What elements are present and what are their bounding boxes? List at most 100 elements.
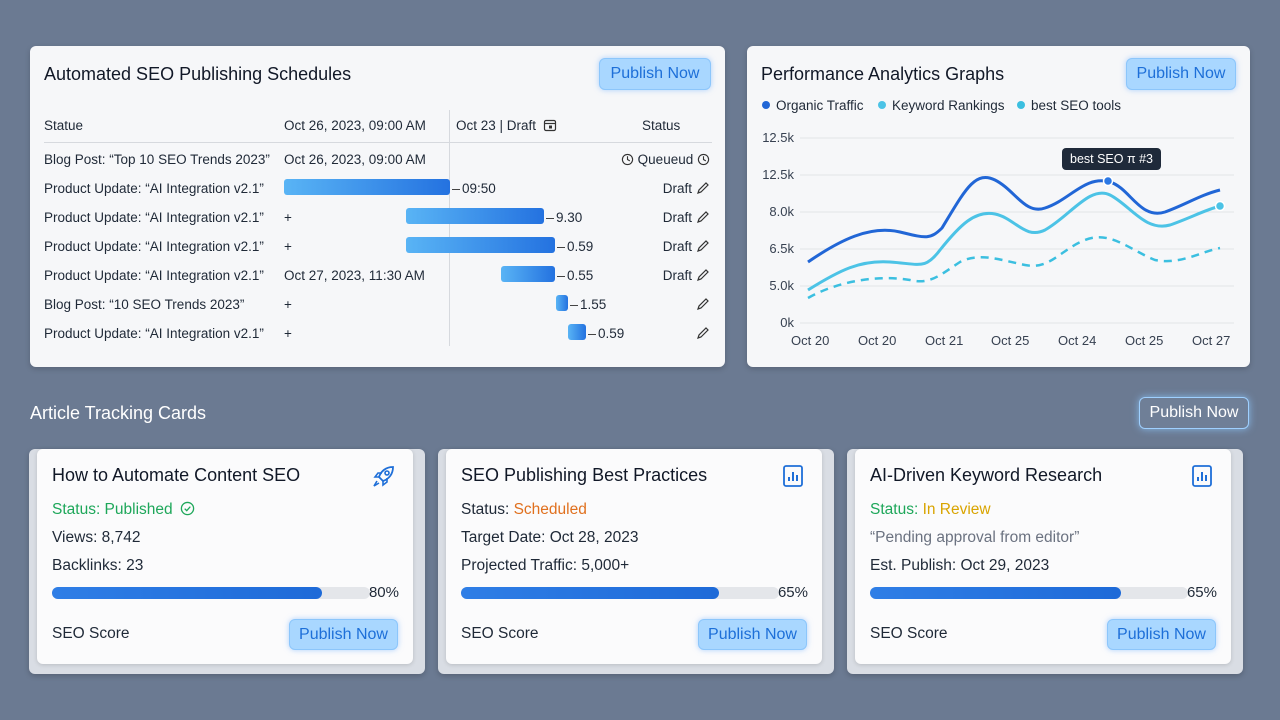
row-title: Blog Post: “Top 10 SEO Trends 2023” [44, 152, 270, 167]
table-row[interactable]: Blog Post: “10 SEO Trends 2023” + 1.55 [30, 291, 726, 319]
highlight-point[interactable] [1102, 175, 1114, 187]
article-card-wrap: How to Automate Content SEO Status: Publ… [29, 449, 425, 674]
schedule-bar[interactable] [284, 179, 450, 195]
seo-percent: 80% [368, 584, 399, 601]
check-circle-icon [180, 501, 195, 516]
row-title: Product Update: “AI Integration v2.1” [44, 326, 264, 341]
highlight-point[interactable] [1214, 200, 1226, 212]
y-tick-label: 12.5k [762, 130, 794, 145]
y-tick-label: 6.5k [769, 241, 794, 256]
calendar-icon [543, 119, 556, 132]
header-divider [44, 142, 712, 143]
analytics-publish-button[interactable]: Publish Now [1126, 58, 1236, 90]
status-value: Scheduled [513, 501, 587, 518]
legend-dot [1017, 101, 1025, 109]
bar-value: 0.59 [557, 239, 593, 254]
card-title: AI-Driven Keyword Research [870, 465, 1103, 485]
status-value: In Review [922, 501, 991, 518]
schedules-panel: Automated SEO Publishing Schedules Publi… [30, 46, 725, 367]
article-card[interactable]: AI-Driven Keyword Research Status: In Re… [855, 449, 1231, 664]
row-status: Draft [663, 268, 710, 283]
row-date: + [284, 326, 292, 341]
bar-value: 09:50 [452, 181, 496, 196]
section-title: Article Tracking Cards [30, 403, 207, 423]
x-tick-label: Oct 20 [791, 333, 830, 348]
table-row[interactable]: Product Update: “AI Integration v2.1” + … [30, 204, 726, 232]
pencil-icon[interactable] [696, 239, 710, 253]
legend-dot [878, 101, 886, 109]
pencil-icon[interactable] [696, 210, 710, 224]
table-row[interactable]: Product Update: “AI Integration v2.1” Oc… [30, 262, 726, 290]
seo-progress-bar [870, 587, 1188, 599]
schedule-bar[interactable] [501, 266, 555, 282]
report-icon [783, 465, 803, 487]
seo-score-label: SEO Score [52, 625, 130, 642]
row-date: Oct 26, 2023, 09:00 AM [284, 152, 426, 167]
schedule-bar[interactable] [406, 208, 544, 224]
pencil-icon[interactable] [696, 326, 710, 340]
table-header: Statue Oct 26, 2023, 09:00 AM Oct 23 | D… [30, 118, 725, 142]
x-tick-label: Oct 27 [1192, 333, 1231, 348]
seo-score-label: SEO Score [461, 625, 539, 642]
card-title: How to Automate Content SEO [52, 465, 301, 485]
seo-progress-bar [52, 587, 370, 599]
section-publish-button[interactable]: Publish Now [1139, 397, 1249, 429]
card-publish-button[interactable]: Publish Now [1107, 619, 1216, 650]
article-card[interactable]: SEO Publishing Best Practices Status: Sc… [446, 449, 822, 664]
card-backlinks: Backlinks: 23 [52, 557, 144, 574]
series-keyword-rankings [807, 191, 1221, 292]
chart-tooltip: best SEO π #3 [1062, 148, 1161, 170]
row-date: + [284, 297, 292, 312]
x-tick-label: Oct 21 [925, 333, 964, 348]
legend-keyword: Keyword Rankings [878, 98, 1005, 113]
table-row[interactable]: Product Update: “AI Integration v2.1” + … [30, 233, 726, 261]
article-card-wrap: AI-Driven Keyword Research Status: In Re… [847, 449, 1243, 674]
y-tick-label: 12.5k [762, 167, 794, 182]
schedule-bar[interactable] [556, 295, 568, 311]
pencil-icon[interactable] [696, 268, 710, 282]
card-note: “Pending approval from editor” [870, 529, 1080, 546]
seo-progress-bar [461, 587, 779, 599]
schedule-bar[interactable] [406, 237, 555, 253]
card-projected-traffic: Projected Traffic: 5,000+ [461, 557, 630, 574]
table-row[interactable]: Blog Post: “Top 10 SEO Trends 2023” Oct … [30, 146, 726, 174]
header-draft: Oct 23 | Draft [456, 118, 557, 133]
series-organic-traffic [807, 176, 1221, 264]
header-date: Oct 26, 2023, 09:00 AM [284, 118, 426, 133]
schedules-publish-button[interactable]: Publish Now [599, 58, 711, 90]
table-row[interactable]: Product Update: “AI Integration v2.1” 09… [30, 175, 726, 203]
row-status [692, 326, 710, 341]
bar-value: 0.59 [588, 326, 624, 341]
card-title: SEO Publishing Best Practices [461, 465, 708, 485]
x-tick-label: Oct 20 [858, 333, 897, 348]
row-status: Draft [663, 181, 710, 196]
card-publish-button[interactable]: Publish Now [698, 619, 807, 650]
schedules-title: Automated SEO Publishing Schedules [44, 64, 352, 84]
row-title: Product Update: “AI Integration v2.1” [44, 268, 264, 283]
table-row[interactable]: Product Update: “AI Integration v2.1” + … [30, 320, 726, 348]
seo-score-label: SEO Score [870, 625, 948, 642]
header-status: Status [642, 118, 681, 133]
bar-value: 0.55 [557, 268, 593, 283]
column-divider [449, 110, 450, 346]
card-target-date: Target Date: Oct 28, 2023 [461, 529, 639, 546]
row-status [692, 297, 710, 312]
x-tick-label: Oct 25 [1125, 333, 1164, 348]
seo-progress-fill [461, 587, 719, 599]
pencil-icon[interactable] [696, 297, 710, 311]
row-status: Draft [663, 210, 710, 225]
pencil-icon[interactable] [696, 181, 710, 195]
card-status: Status: In Review [870, 501, 991, 518]
seo-progress-fill [870, 587, 1122, 599]
card-publish-button[interactable]: Publish Now [289, 619, 398, 650]
row-title: Product Update: “AI Integration v2.1” [44, 181, 264, 196]
clock-icon [697, 153, 710, 166]
analytics-title: Performance Analytics Graphs [761, 64, 1005, 84]
rocket-icon [373, 466, 394, 487]
bar-value: 1.55 [570, 297, 606, 312]
analytics-panel: Performance Analytics Graphs Publish Now [747, 46, 1250, 367]
y-tick-label: 0k [780, 315, 794, 330]
series-best-seo-tools [807, 236, 1221, 300]
article-card[interactable]: How to Automate Content SEO Status: Publ… [37, 449, 413, 664]
schedule-bar[interactable] [568, 324, 586, 340]
